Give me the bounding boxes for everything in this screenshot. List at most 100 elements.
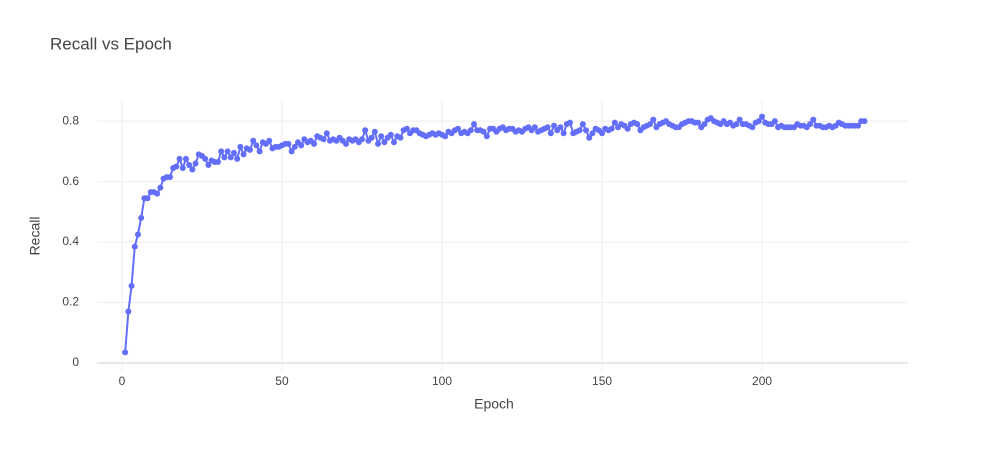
point	[378, 133, 385, 140]
point	[221, 154, 228, 161]
x-tick-label: 100	[432, 374, 452, 388]
point	[807, 121, 814, 128]
point	[205, 161, 212, 168]
point	[218, 148, 225, 155]
point	[755, 118, 762, 125]
point	[214, 158, 221, 165]
point	[634, 121, 641, 128]
point	[624, 125, 631, 132]
point	[192, 160, 199, 167]
point	[285, 140, 292, 147]
point	[567, 119, 574, 126]
point	[599, 130, 606, 137]
point	[749, 124, 756, 131]
point	[256, 148, 263, 155]
point	[695, 119, 702, 126]
point	[387, 131, 394, 138]
y-tick-label: 0.6	[62, 174, 79, 188]
point	[557, 124, 564, 131]
point	[234, 155, 241, 162]
point	[186, 161, 193, 168]
y-tick-label: 0.2	[62, 295, 79, 309]
point	[320, 136, 327, 143]
point	[157, 184, 164, 191]
point	[471, 121, 478, 128]
point	[483, 133, 490, 140]
point	[586, 134, 593, 141]
point	[358, 136, 365, 143]
point	[179, 165, 186, 171]
point	[310, 140, 317, 147]
point	[134, 231, 141, 238]
point	[138, 214, 145, 221]
point	[128, 282, 135, 289]
point	[531, 124, 538, 131]
point	[166, 174, 173, 181]
point	[371, 128, 378, 135]
point	[855, 122, 862, 129]
point	[298, 142, 305, 149]
point	[230, 149, 237, 156]
y-tick-label: 0.4	[62, 234, 79, 248]
point	[176, 155, 183, 162]
point	[250, 137, 257, 144]
point	[544, 124, 551, 131]
point	[576, 127, 583, 134]
point	[589, 130, 596, 137]
y-axis-title: Recall	[27, 217, 43, 256]
x-axis-title: Epoch	[474, 396, 514, 412]
point	[342, 140, 349, 147]
point	[608, 125, 615, 132]
point	[442, 133, 449, 140]
x-tick-label: 0	[119, 374, 126, 388]
point	[455, 125, 462, 132]
point	[189, 166, 196, 173]
point	[227, 154, 234, 161]
point	[467, 127, 474, 134]
point	[403, 125, 410, 132]
point	[291, 143, 298, 150]
point	[202, 155, 209, 162]
point	[224, 148, 231, 155]
point	[368, 134, 375, 141]
point	[246, 146, 253, 153]
point	[560, 130, 567, 137]
point	[237, 143, 244, 150]
chart-title: Recall vs Epoch	[50, 34, 172, 53]
point	[733, 121, 740, 128]
point	[253, 142, 260, 149]
point	[397, 134, 404, 141]
point	[551, 122, 558, 129]
point	[647, 121, 654, 128]
point	[122, 349, 129, 356]
point	[391, 139, 398, 146]
y-tick-label: 0.8	[62, 113, 79, 127]
point	[611, 119, 618, 126]
point	[125, 308, 132, 315]
point	[182, 155, 189, 162]
x-tick-label: 150	[592, 374, 612, 388]
point	[173, 163, 180, 170]
x-tick-label: 200	[752, 374, 772, 388]
point	[381, 139, 388, 146]
point	[701, 121, 708, 128]
point	[480, 128, 487, 135]
point	[547, 130, 554, 137]
point	[861, 118, 868, 125]
point	[288, 148, 295, 155]
point	[240, 151, 247, 158]
point	[154, 190, 161, 197]
point	[650, 116, 657, 123]
point	[323, 130, 330, 137]
point	[131, 243, 138, 250]
point	[736, 116, 743, 123]
point	[362, 127, 369, 134]
point	[759, 113, 766, 120]
x-tick-label: 50	[275, 374, 289, 388]
point	[579, 121, 586, 128]
point	[266, 137, 273, 144]
point	[144, 195, 151, 202]
point	[810, 116, 817, 123]
